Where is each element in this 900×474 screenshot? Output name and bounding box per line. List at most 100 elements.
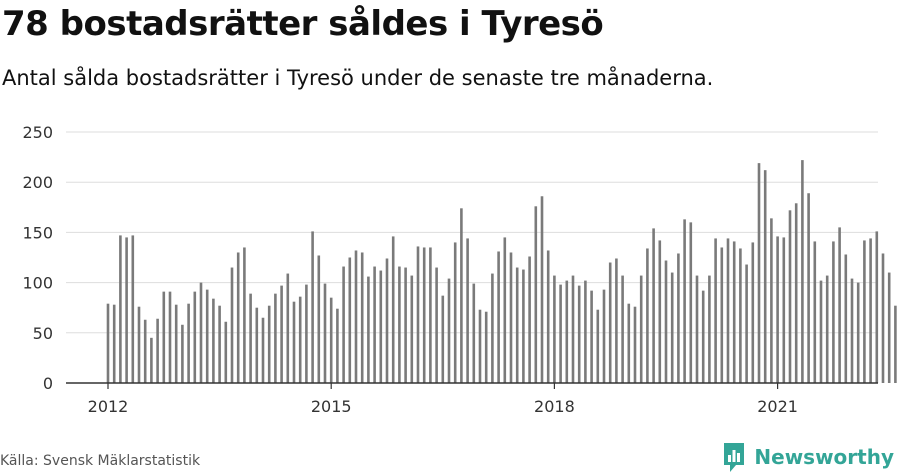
bar xyxy=(720,247,724,383)
bar xyxy=(478,309,482,383)
bar xyxy=(360,252,364,383)
bar xyxy=(187,303,190,383)
bar xyxy=(621,275,624,383)
bar xyxy=(484,311,488,383)
bar xyxy=(422,247,426,383)
bar xyxy=(441,295,445,383)
x-tick-label: 2015 xyxy=(311,397,352,416)
bar xyxy=(770,218,773,383)
bar xyxy=(887,272,891,383)
bar xyxy=(286,273,290,383)
bar xyxy=(528,256,531,383)
bar xyxy=(819,280,823,383)
bar xyxy=(174,304,178,383)
brand-name: Newsworthy xyxy=(754,445,894,469)
bar xyxy=(658,240,662,383)
bar xyxy=(590,290,593,383)
bar xyxy=(472,283,476,383)
bar xyxy=(447,278,451,383)
bar xyxy=(652,228,655,383)
bar xyxy=(497,251,500,383)
bar xyxy=(280,285,283,383)
bar xyxy=(894,305,897,383)
bar xyxy=(695,275,699,383)
bar xyxy=(453,242,457,383)
bar xyxy=(844,254,848,383)
bar xyxy=(534,206,538,383)
chart-subtitle: Antal sålda bostadsrätter i Tyresö under… xyxy=(2,66,714,90)
bar xyxy=(267,305,271,383)
bar xyxy=(292,301,296,383)
bar xyxy=(150,337,153,383)
bar xyxy=(832,241,835,383)
bar xyxy=(137,306,141,383)
bar xyxy=(199,282,203,383)
bar xyxy=(168,291,172,383)
bar xyxy=(466,238,469,383)
bar xyxy=(565,280,569,383)
bar xyxy=(261,317,265,383)
bar xyxy=(416,246,420,383)
bar xyxy=(236,252,240,383)
bar xyxy=(329,297,333,383)
bar xyxy=(714,238,717,383)
bar xyxy=(435,267,438,383)
bar xyxy=(218,305,221,383)
bar xyxy=(323,283,327,383)
bar xyxy=(491,273,494,383)
bar xyxy=(354,250,358,383)
bar xyxy=(757,163,761,383)
bar xyxy=(311,231,314,383)
bar xyxy=(181,324,184,383)
bar xyxy=(794,203,798,383)
bar xyxy=(807,193,810,383)
bar xyxy=(243,247,246,383)
bar xyxy=(639,275,643,383)
bar xyxy=(801,160,804,383)
bar xyxy=(788,210,792,383)
bar xyxy=(856,282,860,383)
bar xyxy=(106,303,110,383)
bar xyxy=(559,284,562,383)
bar xyxy=(763,170,767,383)
bar xyxy=(205,289,209,383)
bar xyxy=(131,235,135,383)
bar xyxy=(863,240,866,383)
bar xyxy=(503,237,507,383)
bar xyxy=(689,222,693,383)
bar xyxy=(850,278,854,383)
newsworthy-icon xyxy=(724,443,745,472)
bar xyxy=(125,237,128,383)
bars xyxy=(106,160,897,383)
x-tick-label: 2021 xyxy=(757,397,798,416)
bar xyxy=(385,258,389,383)
bar xyxy=(348,257,352,383)
gridlines xyxy=(66,131,878,334)
bar xyxy=(627,303,631,383)
y-tick-label: 100 xyxy=(22,274,53,293)
axes: 0501001502002507820122015201820212023 xyxy=(22,123,878,416)
bar xyxy=(701,290,705,383)
bar xyxy=(813,241,817,383)
bar xyxy=(342,266,345,383)
bar xyxy=(726,238,730,383)
bar xyxy=(156,318,159,383)
bar xyxy=(509,252,513,383)
bar xyxy=(732,241,736,383)
bar xyxy=(739,248,742,383)
bar xyxy=(683,219,686,383)
bar xyxy=(670,272,674,383)
bar xyxy=(224,321,228,383)
bar xyxy=(379,270,383,383)
bar xyxy=(751,242,755,383)
bar xyxy=(404,267,407,383)
bar xyxy=(602,289,606,383)
bar xyxy=(646,248,649,383)
bar xyxy=(193,291,197,383)
y-tick-label: 0 xyxy=(43,374,53,393)
bar xyxy=(305,284,308,383)
bar xyxy=(633,306,637,383)
bar xyxy=(869,238,872,383)
y-tick-label: 250 xyxy=(22,123,53,142)
